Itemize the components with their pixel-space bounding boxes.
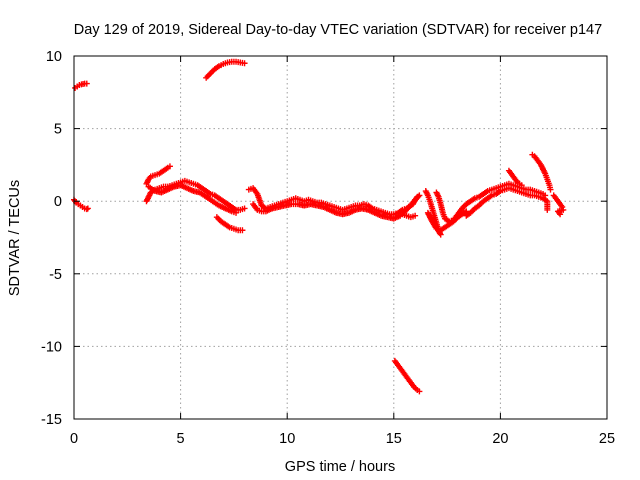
data-point <box>84 205 91 212</box>
plot-frame <box>73 55 608 420</box>
grid-lines <box>74 56 607 419</box>
data-point <box>83 206 90 213</box>
x-tick-label: 15 <box>386 431 402 447</box>
y-tick-label: -5 <box>49 267 62 283</box>
x-tick-label: 0 <box>70 431 78 447</box>
data-series-seg-e <box>143 177 248 213</box>
y-tick-label: -15 <box>41 412 62 428</box>
chart-title: Day 129 of 2019, Sidereal Day-to-day VTE… <box>74 22 602 38</box>
data-point <box>166 163 173 170</box>
data-point <box>557 211 564 218</box>
y-tick-label: 10 <box>46 49 62 65</box>
data-series-seg-a <box>72 80 90 91</box>
data-point <box>239 227 246 234</box>
y-tick-label: 5 <box>54 122 62 138</box>
data-point <box>83 80 90 87</box>
data-series-seg-l <box>422 188 470 238</box>
data-series-seg-n <box>463 185 551 219</box>
data-series-seg-c <box>203 58 248 81</box>
y-tick-label: -10 <box>41 339 62 355</box>
y-tick-label: 0 <box>54 194 62 210</box>
data-point <box>233 209 240 216</box>
x-tick-label: 25 <box>599 431 615 447</box>
data-series-seg-i <box>250 201 404 222</box>
data-series-seg-f <box>145 182 240 216</box>
data-series-seg-g <box>213 214 246 234</box>
data-point <box>547 186 554 193</box>
x-tick-label: 20 <box>492 431 508 447</box>
data-point <box>559 204 566 211</box>
axis-ticks: 0 5 10 15 20 25 10 5 0 -5 -10 -15 <box>41 49 615 447</box>
data-series-seg-q <box>550 192 567 218</box>
data-series-seg-j <box>399 192 423 221</box>
data-point <box>518 182 525 189</box>
data-point <box>416 388 423 395</box>
data-point <box>241 60 248 67</box>
data-point <box>412 212 419 219</box>
y-axis-label: SDTVAR / TECUs <box>7 180 23 296</box>
data-series-seg-k <box>391 357 423 395</box>
x-tick-label: 10 <box>279 431 295 447</box>
x-axis-label: GPS time / hours <box>285 459 395 475</box>
data-point <box>241 205 248 212</box>
data-series-seg-p <box>529 151 554 193</box>
data-point <box>544 206 551 213</box>
data-series-seg-o <box>505 167 525 189</box>
data-series-seg-b <box>71 196 91 213</box>
data-series-seg-d <box>143 163 173 187</box>
x-tick-label: 5 <box>177 431 185 447</box>
data-series-seg-m <box>433 180 549 225</box>
data-points <box>71 58 567 395</box>
